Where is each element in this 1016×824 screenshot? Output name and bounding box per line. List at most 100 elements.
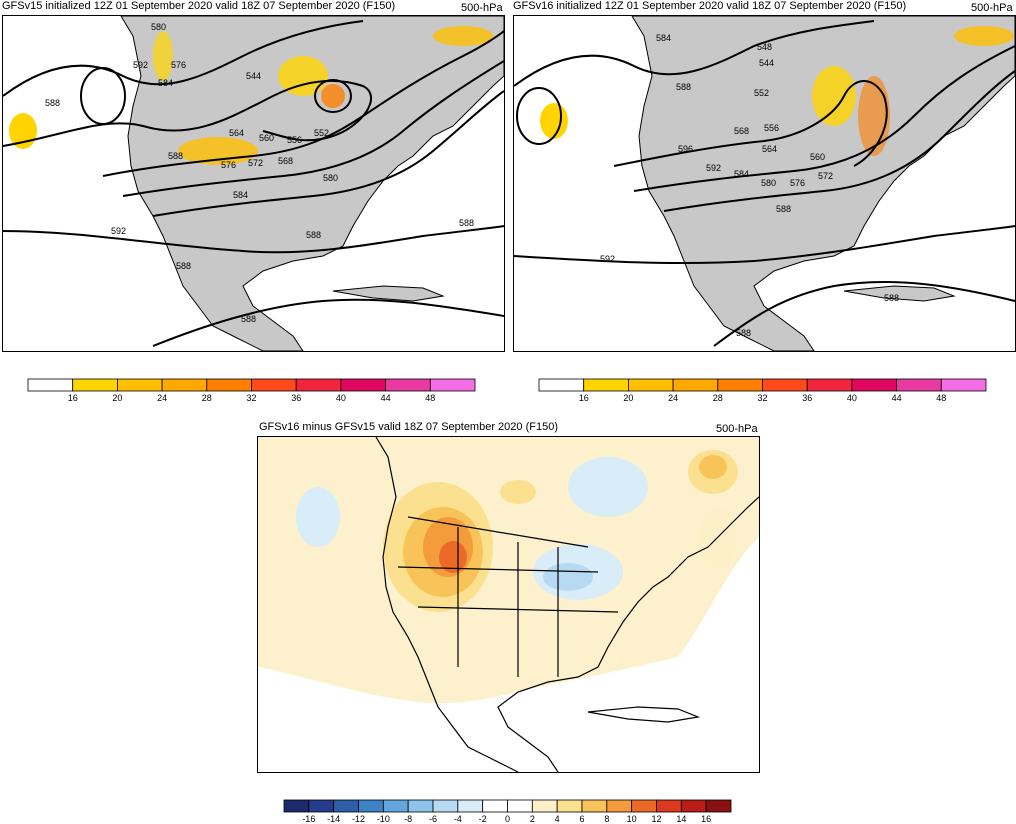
colorbar-left-swatch [295,378,342,392]
svg-text:580: 580 [761,178,776,188]
colorbar-diff-tick-label: 0 [505,814,510,824]
colorbar-right-swatch [717,378,763,392]
colorbar-diff-tick-label: 14 [676,814,686,824]
colorbar-right-tick-label: 24 [668,393,678,403]
gfsv15-land [120,16,504,351]
gfsv15-map: 580 592 576 584 544 588 564 560 556 552 … [2,15,505,352]
colorbar-diff-swatch [606,799,633,813]
colorbar-diff-swatch [333,799,359,813]
svg-text:588: 588 [676,82,691,92]
svg-text:572: 572 [248,158,263,168]
colorbar-right-tick-label: 32 [757,393,767,403]
colorbar-left-tick-label: 20 [112,393,122,403]
svg-text:556: 556 [764,123,779,133]
svg-text:592: 592 [133,60,148,70]
colorbar-left-tick-label: 36 [291,393,301,403]
colorbar-diff-tick-label: 8 [604,814,609,824]
svg-text:544: 544 [759,58,774,68]
colorbar-right-swatch [762,378,808,392]
colorbar-left-swatch [340,378,386,392]
colorbar-diff-swatch [482,799,508,813]
colorbar-diff-swatch [631,799,657,813]
svg-text:584: 584 [233,190,248,200]
colorbar-left-tick-label: 40 [336,393,346,403]
colorbar-right-tick-label: 36 [802,393,812,403]
colorbar-diff-tick-label: 16 [701,814,711,824]
colorbar-left-swatch [161,378,208,392]
colorbar-diff-tick-label: -2 [479,814,487,824]
colorbar-right-swatch [538,378,585,392]
colorbar-left-swatch [72,378,118,392]
colorbar-right-tick-label: 28 [713,393,723,403]
colorbar-right-swatch [806,378,853,392]
colorbar-left-swatch [429,378,476,392]
svg-text:564: 564 [229,128,244,138]
colorbar-left: 16 20 24 28 32 36 40 44 48 [27,378,478,409]
colorbar-left-tick-label: 28 [202,393,212,403]
svg-text:552: 552 [754,88,769,98]
colorbar-left-swatch [385,378,431,392]
gfsv15-shading [9,26,493,165]
colorbar-right: 16 20 24 28 32 36 40 44 48 [538,378,989,409]
gfsv15-contour-labels: 580 592 576 584 544 588 564 560 556 552 … [45,22,474,324]
colorbar-right-swatch [896,378,942,392]
gfsv15-level-label: 500-hPa [461,2,503,14]
colorbar-diff-swatch [556,799,583,813]
colorbar-left-swatch [206,378,252,392]
colorbar-diff-tick-label: 4 [555,814,560,824]
svg-text:592: 592 [111,226,126,236]
colorbar-diff-swatch [382,799,409,813]
gfsv15-panel-title: GFSv15 initialized 12Z 01 September 2020… [2,0,396,12]
svg-text:588: 588 [736,328,751,338]
colorbar-diff-tick-label: -6 [429,814,437,824]
colorbar-diff-swatch [432,799,459,813]
colorbar-diff-tick-label: 2 [530,814,535,824]
svg-text:588: 588 [776,204,791,214]
colorbar-right-swatch [583,378,629,392]
colorbar-diff-tick-label: -8 [404,814,412,824]
svg-text:584: 584 [158,78,173,88]
svg-text:580: 580 [151,22,166,32]
colorbar-diff-swatch [358,799,384,813]
colorbar-diff-tick-label: -4 [454,814,462,824]
colorbar-left-swatch [27,378,74,392]
colorbar-right-swatch [628,378,674,392]
gfsv16-land [631,16,1015,351]
svg-text:544: 544 [246,71,261,81]
colorbar-diff-tick-label: -14 [327,814,340,824]
colorbar-right-tick-label: 48 [936,393,946,403]
diff-coastlines [375,437,759,772]
colorbar-left-tick-label: 32 [246,393,256,403]
colorbar-diff-tick-label: -16 [302,814,315,824]
svg-text:588: 588 [884,293,899,303]
colorbar-diff-swatch [531,799,558,813]
diff-map [257,436,760,773]
colorbar-diff-swatch [581,799,608,813]
svg-text:580: 580 [323,173,338,183]
gfsv15-contours [3,20,504,347]
colorbar-left-swatch [251,378,297,392]
colorbar-diff-swatch [705,799,732,813]
svg-text:560: 560 [259,133,274,143]
svg-text:588: 588 [459,218,474,228]
colorbar-right-tick-label: 20 [623,393,633,403]
svg-text:568: 568 [734,126,749,136]
svg-text:576: 576 [221,160,236,170]
svg-text:548: 548 [757,42,772,52]
svg-text:560: 560 [810,152,825,162]
colorbar-diff-swatch [407,799,434,813]
svg-text:596: 596 [678,144,693,154]
colorbar-right-tick-label: 40 [847,393,857,403]
colorbar-left-tick-label: 24 [157,393,167,403]
diff-panel-title: GFSv16 minus GFSv15 valid 18Z 07 Septemb… [259,421,558,433]
colorbar-diff-swatch [457,799,484,813]
colorbar-diff-swatch [656,799,682,813]
gfsv16-level-label: 500-hPa [971,2,1013,14]
colorbar-diff-tick-label: 12 [651,814,661,824]
diff-level-label: 500-hPa [716,423,758,435]
svg-text:576: 576 [790,178,805,188]
svg-text:592: 592 [600,254,615,264]
colorbar-diff-tick-label: -12 [352,814,365,824]
colorbar-diff-swatch [507,799,533,813]
colorbar-diff-swatch [283,799,310,813]
